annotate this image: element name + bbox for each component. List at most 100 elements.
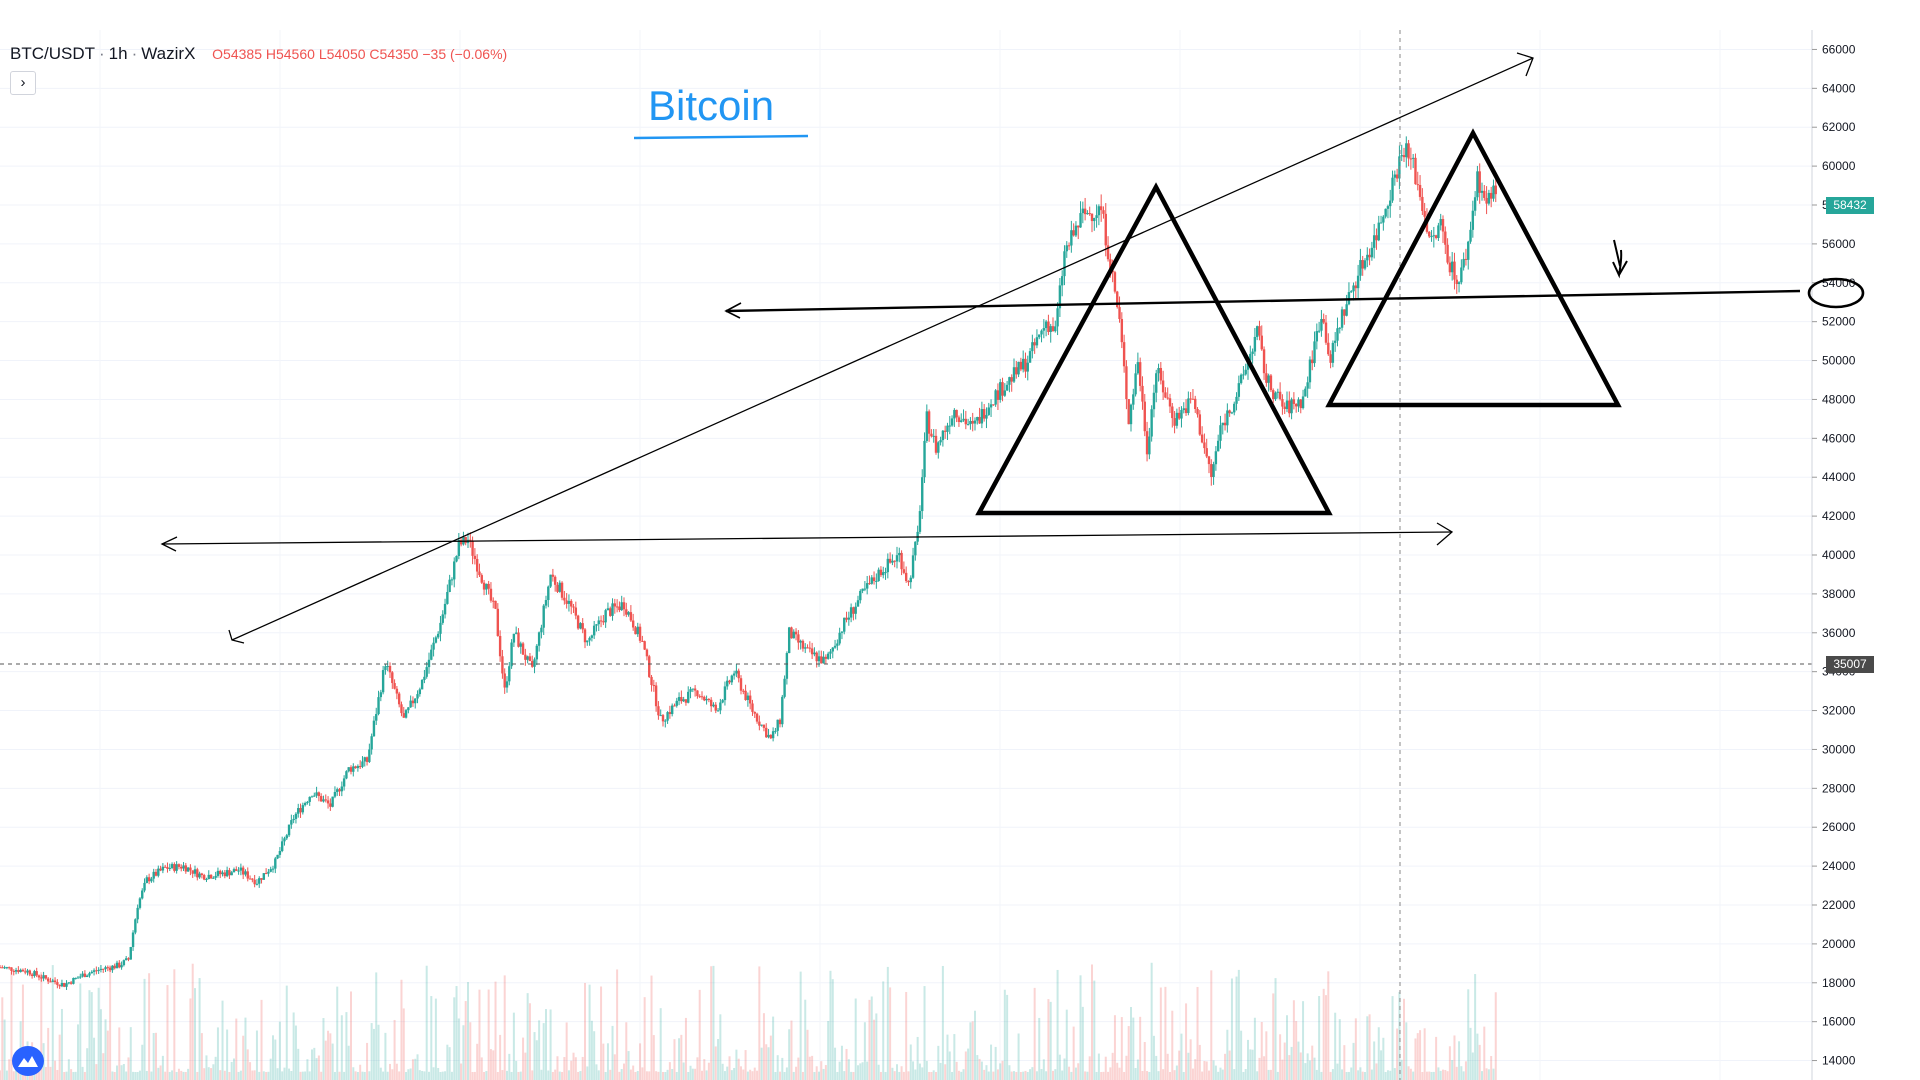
candle-body [173, 864, 176, 871]
candle-body [765, 727, 768, 738]
candle-body [1469, 229, 1472, 242]
volume-bar [581, 1056, 584, 1080]
candle-body [333, 791, 337, 797]
volume-bar [1100, 1071, 1103, 1080]
volume-bar [315, 1058, 318, 1080]
volume-bar [1233, 1069, 1236, 1080]
volume-bar [1031, 1067, 1034, 1080]
volume-bar [1483, 1026, 1486, 1080]
volume-bar [675, 1071, 678, 1080]
candle-body [558, 582, 561, 592]
candle-body [1019, 361, 1023, 370]
volume-bar [506, 1070, 508, 1080]
volume-bar [944, 1064, 947, 1080]
volume-bar [1171, 1010, 1174, 1080]
volume-bar [634, 1071, 637, 1080]
volume-bar [726, 1066, 729, 1080]
tradingview-logo-button[interactable] [12, 1046, 44, 1076]
volume-bar [1077, 1063, 1080, 1080]
volume-bar [1065, 1009, 1068, 1080]
volume-bar [1267, 1069, 1270, 1080]
volume-bar [164, 1071, 167, 1080]
candle-body [397, 693, 401, 705]
interval-label[interactable]: 1h [108, 44, 128, 63]
volume-bar [255, 1030, 258, 1080]
candle-body [849, 607, 853, 618]
candle-body [310, 796, 314, 798]
price-axis-label: 36000 [1822, 626, 1856, 640]
volume-bar [779, 1071, 781, 1080]
candle-body [329, 803, 332, 807]
volume-bar [1251, 1049, 1254, 1080]
volume-bar [1302, 1001, 1305, 1080]
volume-bar [510, 1071, 513, 1080]
candle-body [801, 640, 805, 649]
volume-bar [1132, 1017, 1135, 1080]
volume-bar [969, 1022, 972, 1080]
volume-bar [354, 1071, 357, 1080]
candle-body [597, 620, 600, 625]
volume-bar [1260, 1022, 1263, 1080]
volume-bar [762, 1013, 765, 1080]
volume-bar [1382, 1037, 1385, 1080]
volume-bar [746, 1071, 749, 1080]
candle-body [1434, 235, 1438, 238]
volume-bar [104, 1019, 107, 1080]
volume-bar [132, 1071, 135, 1080]
candle-body [65, 983, 68, 987]
candle-body [627, 612, 630, 615]
volume-bar [891, 1067, 894, 1080]
candle-body [285, 835, 288, 839]
candle-body [319, 796, 323, 802]
volume-bar [453, 997, 456, 1080]
volume-bar [1127, 1026, 1130, 1080]
volume-bar [1244, 1069, 1247, 1080]
volume-bar [1058, 1054, 1061, 1080]
arrow-head-rising [1516, 52, 1534, 77]
candle-body [673, 705, 676, 707]
volume-bar [1026, 1071, 1029, 1080]
candle-body [689, 689, 692, 692]
candle-body [370, 736, 373, 750]
volume-bar [306, 1059, 309, 1080]
candle-body [953, 409, 956, 419]
price-axis-label: 24000 [1822, 859, 1856, 873]
candle-body [631, 620, 635, 628]
candle-body [599, 620, 603, 622]
candle-body [1478, 171, 1481, 193]
chevron-right-icon: › [20, 74, 26, 91]
candle-body [430, 649, 433, 660]
candle-body [1024, 358, 1027, 372]
volume-bar [719, 1014, 722, 1080]
volume-bar [166, 985, 169, 1080]
volume-bar [1056, 969, 1059, 1080]
candle-body [1262, 349, 1266, 374]
candle-body [978, 416, 981, 424]
volume-bar [1091, 964, 1093, 1080]
candle-body [955, 409, 958, 418]
candle-body [35, 971, 38, 976]
candle-body [1299, 399, 1302, 409]
candle-body [207, 874, 210, 879]
volume-bar [595, 1064, 598, 1080]
candle-body [1010, 377, 1013, 382]
volume-bar [1359, 1067, 1362, 1080]
volume-bars [0, 962, 1497, 1080]
candle-body [1301, 396, 1305, 409]
candle-body [698, 696, 701, 698]
candle-body [703, 696, 706, 701]
candle-body [237, 870, 240, 872]
candle-body [423, 676, 426, 680]
volume-bar [214, 1056, 217, 1080]
symbol-name[interactable]: BTC/USDT [10, 44, 95, 63]
legend-collapse-button[interactable]: › [10, 71, 36, 95]
candle-body [1391, 177, 1394, 201]
candle-body [1405, 143, 1408, 158]
volume-bar [1448, 1046, 1451, 1080]
candle-body [1125, 366, 1128, 400]
volume-bar [918, 1063, 921, 1080]
volume-bar [1175, 1065, 1178, 1080]
candle-body [1446, 244, 1449, 263]
